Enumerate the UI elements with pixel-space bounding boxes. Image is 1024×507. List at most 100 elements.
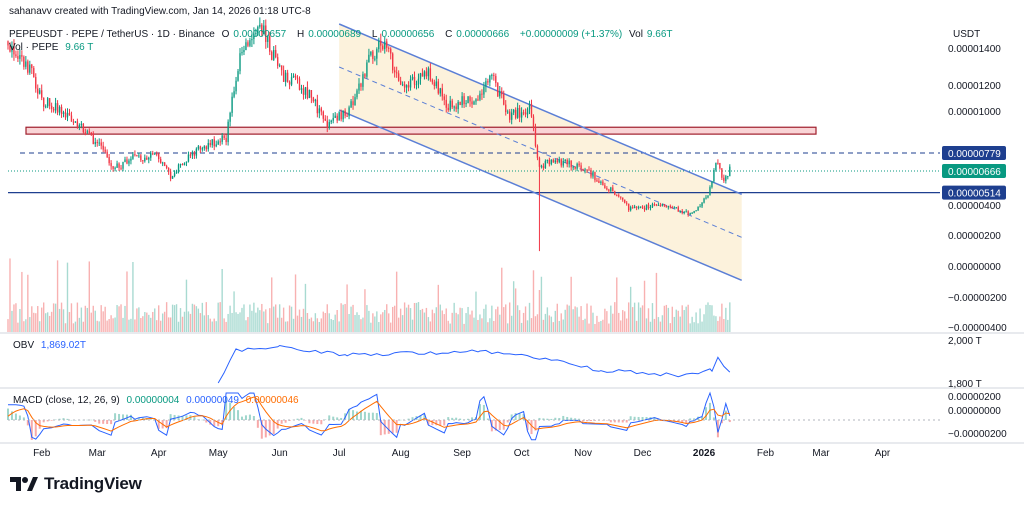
candle-body	[588, 169, 590, 171]
candle-body	[677, 207, 679, 212]
macd-histogram-bar	[391, 420, 394, 434]
attribution-text: sahanavv created with TradingView.com, J…	[9, 6, 311, 17]
volume-bar	[11, 310, 13, 332]
volume-bar	[505, 304, 507, 332]
volume-bar	[78, 317, 81, 332]
volume-bar	[148, 314, 150, 332]
volume-bar	[610, 305, 612, 332]
candle-body	[576, 163, 578, 169]
obv-value: 1,869.02T	[40, 340, 86, 351]
volume-bar	[72, 323, 75, 332]
macd-histogram-bar	[74, 419, 77, 421]
macd-label: MACD (close, 12, 26, 9)	[13, 395, 120, 406]
candle-body	[245, 42, 247, 51]
volume-series	[7, 258, 731, 332]
candle-body	[154, 153, 156, 155]
volume-bar	[142, 316, 144, 332]
candle-body	[413, 76, 416, 85]
volume-bar	[191, 303, 194, 332]
candle-body	[685, 211, 687, 213]
macd-histogram-bar	[316, 420, 319, 425]
macd-legend[interactable]: MACD (close, 12, 26, 9) 0.00000004 0.000…	[13, 395, 303, 406]
candle-body	[233, 91, 235, 97]
volume-bar	[314, 313, 317, 332]
candle-body	[624, 199, 626, 203]
macd-histogram-bar	[106, 420, 109, 424]
volume-bar	[520, 322, 523, 332]
volume-bar	[578, 316, 580, 332]
volume-bar	[649, 321, 652, 332]
candle-body	[225, 137, 227, 143]
volume-bar	[372, 313, 374, 332]
macd-histogram-bar	[451, 417, 454, 420]
volume-bar	[247, 317, 249, 332]
symbol-legend[interactable]: PEPEUSDT · PEPE / TetherUS · 1D · Binanc…	[9, 29, 681, 40]
volume-bar	[719, 316, 721, 332]
volume-bar	[403, 302, 406, 332]
volume-bar	[518, 310, 521, 332]
volume-bar	[225, 321, 227, 332]
candle-body	[483, 86, 485, 95]
candle-body	[639, 206, 642, 208]
volume-bar	[217, 302, 219, 332]
price-tag-support: 0.00000514	[948, 189, 1001, 200]
volume-bar	[677, 310, 679, 332]
candle-body	[604, 185, 606, 189]
volume-bar	[614, 302, 616, 332]
tradingview-logo[interactable]: TradingView	[10, 474, 142, 494]
volume-bar	[207, 315, 209, 332]
candle-body	[667, 205, 670, 208]
candle-body	[653, 204, 656, 206]
candle-body	[717, 162, 719, 164]
candle-body	[138, 155, 140, 157]
obv-legend[interactable]: OBV 1,869.02T	[13, 340, 90, 351]
macd-histogram-bar	[439, 420, 442, 426]
volume-bar	[457, 314, 459, 332]
candle-body	[510, 112, 513, 120]
price-tick-label: 0.00000000	[948, 262, 1001, 273]
volume-bar	[552, 322, 555, 332]
volume-bar	[512, 281, 515, 332]
macd-histogram-bar	[435, 420, 438, 426]
candle-body	[134, 154, 136, 156]
volume-bar	[616, 277, 618, 332]
candle-body	[195, 148, 198, 156]
candle-body	[35, 77, 37, 89]
candle-body	[292, 75, 295, 78]
volume-bar	[356, 312, 358, 332]
candle-body	[536, 145, 539, 158]
volume-bar	[384, 309, 386, 332]
macd-histogram-bar	[54, 419, 57, 421]
candle-body	[44, 106, 47, 108]
volume-bar	[122, 317, 124, 332]
volume-bar	[491, 305, 493, 332]
volume-bar	[393, 305, 396, 332]
volume-bar	[536, 314, 539, 332]
volume-legend[interactable]: Vol · PEPE 9.66 T	[9, 42, 97, 53]
tradingview-logo-text: TradingView	[44, 474, 142, 493]
macd-histogram-bar	[14, 413, 17, 420]
symbol-name[interactable]: PEPEUSDT · PEPE / TetherUS · 1D · Binanc…	[9, 29, 215, 40]
volume-bar	[163, 311, 166, 332]
candle-body	[616, 195, 618, 197]
candle-body	[512, 109, 515, 113]
macd-histogram-bar	[312, 420, 315, 424]
volume-bar	[556, 303, 558, 332]
macd-histogram-bar	[526, 420, 529, 431]
candle-body	[415, 84, 418, 86]
candle-body	[278, 65, 281, 67]
candle-body	[140, 155, 142, 161]
volume-bar	[604, 308, 606, 332]
volume-bar	[255, 312, 257, 332]
volume-bar	[229, 305, 231, 332]
macd-histogram-bar	[538, 417, 541, 420]
volume-bar	[23, 321, 25, 332]
volume-bar	[397, 317, 400, 332]
candle-body	[687, 211, 689, 215]
volume-bar	[156, 320, 158, 332]
volume-bar	[120, 304, 122, 332]
candle-body	[318, 108, 321, 114]
volume-bar	[302, 308, 305, 332]
volume-bar	[271, 277, 273, 332]
